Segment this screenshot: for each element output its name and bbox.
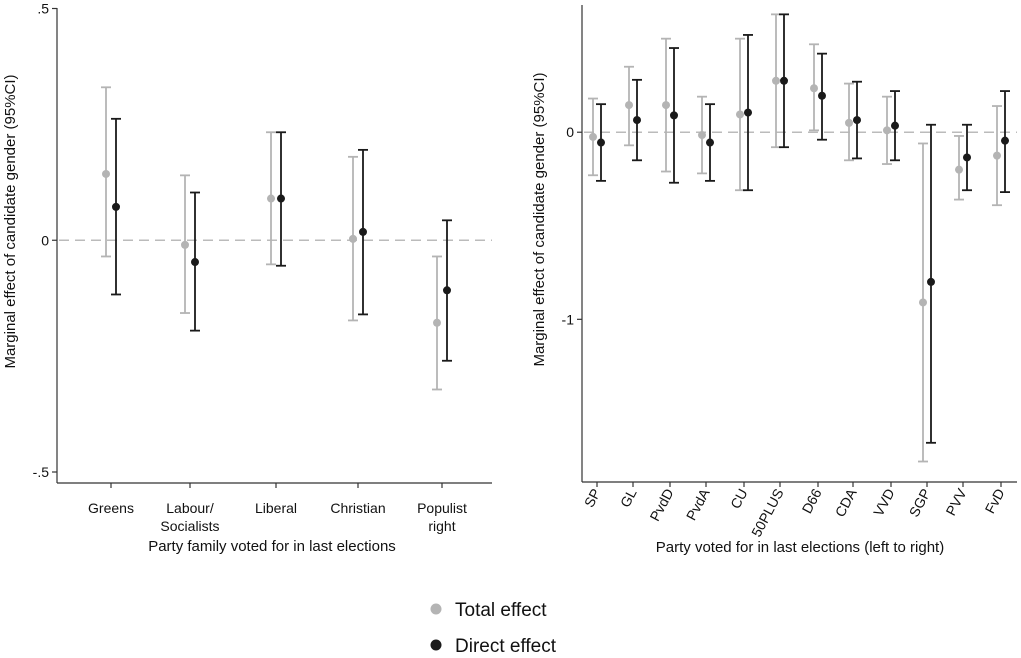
left-chart-panel: .5 0 -.5 Greens Labour/Socialists Liberal Chri…	[2, 1, 492, 555]
x-tick-label-pvv: PVV	[942, 485, 970, 518]
x-tick-label-fvd: FvD	[981, 486, 1007, 516]
direct-cda-point	[853, 116, 861, 125]
y-tick-label: -1	[562, 311, 575, 327]
direct-pvv-point	[963, 153, 971, 162]
direct-greens-point	[112, 202, 120, 211]
x-tick-label-greens: Greens	[88, 500, 134, 516]
total-pvdd-point	[662, 101, 670, 110]
total-pvda-point	[698, 131, 706, 140]
direct-d66-point	[818, 91, 826, 100]
x-tick-label-populist-right: Populist right	[417, 500, 467, 534]
total-greens-point	[102, 169, 110, 178]
x-tick-label-cda: CDA	[832, 485, 860, 519]
direct-pvdd-point	[670, 111, 678, 120]
x-tick-label-pvdd: PvdD	[646, 486, 676, 524]
x-tick-label-sp: SP	[581, 486, 604, 510]
y-axis-title: Marginal effect of candidate gender (95%…	[2, 74, 19, 368]
direct-populist-right-point	[443, 286, 451, 295]
total-sgp-point	[919, 298, 927, 307]
y-tick-label: .5	[37, 1, 49, 17]
x-tick-label-sgp: SGP	[906, 486, 934, 520]
direct-sp-point	[597, 138, 605, 147]
x-tick-label-gl: GL	[617, 486, 640, 510]
direct-gl-point	[633, 116, 641, 125]
x-tick-label-d66: D66	[798, 486, 824, 516]
direct-liberal-point	[277, 194, 285, 203]
total-populist-right-point	[433, 318, 441, 327]
total-cda-point	[845, 118, 853, 127]
direct-fvd-point	[1001, 136, 1009, 145]
legend-marker-total	[430, 603, 442, 615]
total-cu-point	[736, 110, 744, 119]
x-tick-label-christian: Christian	[330, 500, 385, 516]
direct-vvd-point	[891, 121, 899, 130]
x-tick-label-liberal: Liberal	[255, 500, 297, 516]
total-pvv-point	[955, 165, 963, 174]
legend-label-direct: Direct effect	[455, 636, 557, 657]
x-tick-label-cu: CU	[727, 486, 751, 511]
total-christian-point	[349, 234, 357, 243]
total-sp-point	[589, 132, 597, 141]
direct-pvda-point	[706, 138, 714, 147]
y-tick-label: 0	[566, 124, 574, 140]
legend-label-total: Total effect	[455, 600, 547, 621]
direct-sgp-point	[927, 277, 935, 286]
total-vvd-point	[883, 126, 891, 135]
y-tick-label: -.5	[33, 464, 50, 480]
direct-cu-point	[744, 108, 752, 117]
total-liberal-point	[267, 194, 275, 203]
direct-50plus-point	[780, 76, 788, 85]
x-tick-label-vvd: VVD	[870, 486, 898, 519]
total-50plus-point	[772, 76, 780, 85]
x-tick-label-pvda: PvdA	[683, 485, 713, 523]
direct-christian-point	[359, 227, 367, 236]
x-tick-label-50plus: 50PLUS	[748, 486, 787, 540]
y-tick-label: 0	[41, 232, 49, 248]
total-labour-socialists-point	[181, 240, 189, 249]
total-fvd-point	[993, 151, 1001, 160]
total-d66-point	[810, 84, 818, 93]
direct-labour-socialists-point	[191, 258, 199, 267]
x-tick-label-labour-socialists: Labour/Socialists	[160, 500, 219, 534]
legend-marker-direct	[430, 639, 442, 651]
y-axis-title: Marginal effect of candidate gender (95%…	[531, 72, 548, 366]
x-axis-title: Party family voted for in last elections	[148, 538, 396, 555]
x-axis-title: Party voted for in last elections (left …	[656, 539, 944, 556]
total-gl-point	[625, 101, 633, 110]
legend: Total effect Direct effect	[430, 600, 557, 657]
